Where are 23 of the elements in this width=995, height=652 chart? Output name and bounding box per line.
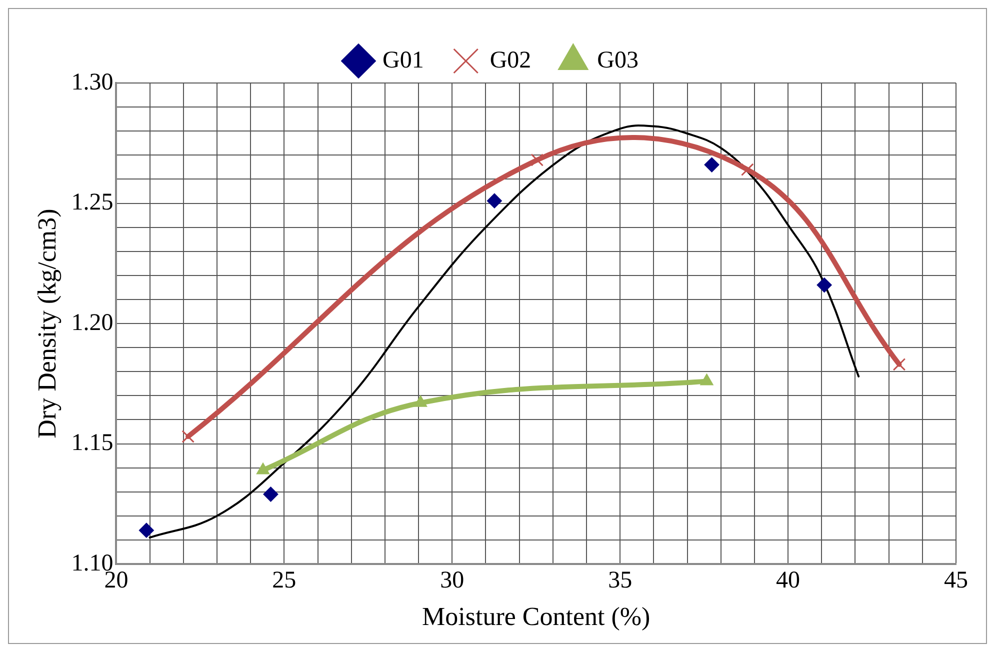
point bbox=[740, 163, 754, 176]
y-axis-title: Dry Density (kg/cm3) bbox=[32, 208, 62, 438]
point bbox=[182, 430, 194, 443]
y-tick-label: 1.25 bbox=[71, 190, 114, 216]
y-tick-label: 1.20 bbox=[71, 310, 114, 336]
point bbox=[486, 193, 502, 208]
point bbox=[816, 278, 832, 293]
legend-label: G01 bbox=[382, 47, 424, 74]
legend-label: G03 bbox=[597, 47, 639, 74]
x-tick-label: 45 bbox=[944, 568, 968, 594]
x-axis-title: Moisture Content (%) bbox=[422, 602, 650, 632]
x-tick-label: 35 bbox=[608, 568, 632, 594]
y-tick-label: 1.30 bbox=[71, 69, 114, 96]
point bbox=[704, 157, 720, 172]
point bbox=[263, 486, 278, 502]
legend-label: G02 bbox=[490, 47, 532, 74]
x-tick-label: 40 bbox=[776, 568, 800, 594]
x-tick-label: 30 bbox=[440, 568, 464, 594]
point bbox=[530, 154, 544, 166]
point bbox=[138, 522, 154, 538]
y-tick-label: 1.15 bbox=[71, 430, 114, 456]
x-tick-label: 25 bbox=[272, 568, 296, 594]
point bbox=[892, 358, 906, 371]
